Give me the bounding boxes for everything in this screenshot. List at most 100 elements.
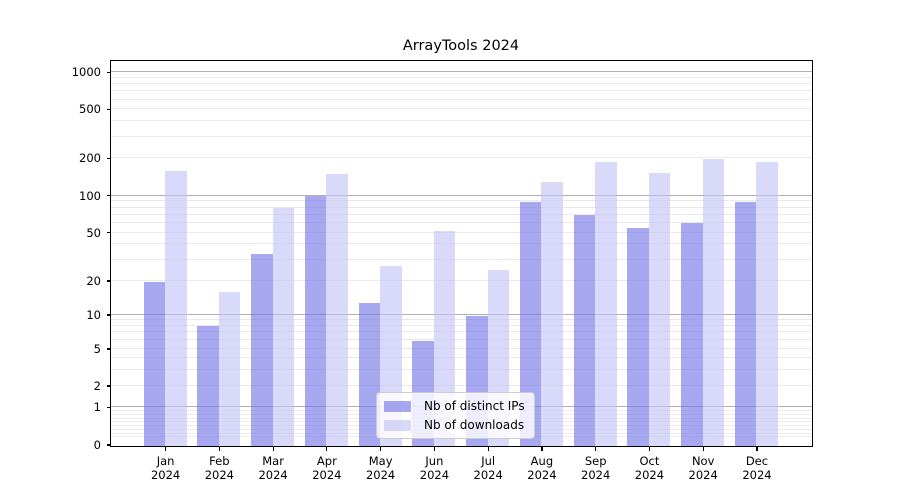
bar-downloads-aug [541, 182, 563, 446]
y-tick-label: 2 [93, 379, 101, 393]
x-tick-label-dec: Dec 2024 [742, 454, 772, 482]
gridline-minor [111, 357, 812, 358]
gridline-minor [111, 200, 812, 202]
bar-distinct-ips-oct [627, 228, 649, 446]
x-tick [165, 446, 167, 451]
x-tick [756, 446, 758, 451]
gridline-minor [111, 76, 812, 78]
chart-title: ArrayTools 2024 [402, 38, 520, 54]
y-tick-label: 1 [93, 400, 101, 415]
y-tick-label: 20 [86, 274, 101, 288]
x-tick [218, 446, 220, 451]
gridline-minor [111, 324, 812, 326]
legend-label-distinct-ips: Nb of distinct IPs [424, 398, 525, 413]
gridline-minor [111, 319, 812, 321]
gridline-minor [111, 221, 812, 223]
y-tick [106, 444, 111, 446]
y-tick [106, 232, 111, 234]
bar-distinct-ips-mar [251, 253, 273, 446]
bar-distinct-ips-jan [143, 281, 166, 446]
y-tick [106, 157, 111, 159]
gridline-minor [111, 385, 812, 386]
x-tick-label-feb: Feb 2024 [204, 454, 234, 482]
x-tick-label-may: May 2024 [365, 454, 396, 482]
x-tick [541, 446, 543, 451]
y-tick [106, 385, 111, 387]
y-tick [106, 314, 111, 316]
legend-item-downloads: Nb of downloads [384, 417, 525, 433]
x-tick [326, 446, 328, 451]
x-tick-label-jun: Jun 2024 [419, 454, 450, 482]
bar-downloads-sep [595, 161, 617, 446]
legend: Nb of distinct IPs Nb of downloads [376, 392, 535, 439]
gridline-minor [111, 135, 812, 137]
x-tick [702, 446, 704, 451]
bar-distinct-ips-aug [519, 201, 542, 446]
bar-downloads-nov [702, 158, 725, 446]
gridline-minor [111, 90, 812, 92]
x-tick-label-apr: Apr 2024 [312, 454, 342, 482]
y-tick-label: 10 [86, 308, 101, 322]
gridline-minor [111, 231, 812, 233]
gridline-minor [111, 98, 812, 100]
bar-downloads-jun [433, 231, 456, 446]
y-tick-label: 200 [79, 151, 101, 166]
x-tick [433, 446, 435, 451]
gridline-minor [111, 120, 812, 122]
legend-label-downloads: Nb of downloads [424, 417, 525, 432]
plot-area: Nb of distinct IPs Nb of downloads [110, 60, 813, 447]
gridline-minor [111, 368, 812, 370]
bar-downloads-oct [648, 172, 671, 446]
gridline-minor [111, 331, 812, 333]
bar-distinct-ips-may [358, 302, 381, 446]
bar-distinct-ips-feb [197, 326, 219, 446]
legend-swatch-distinct-ips [384, 400, 411, 412]
gridline-minor [111, 258, 812, 260]
bar-downloads-mar [272, 208, 295, 446]
x-tick-label-oct: Oct 2024 [634, 454, 665, 482]
bar-distinct-ips-dec [734, 201, 757, 446]
gridline-minor [111, 83, 812, 85]
bar-distinct-ips-sep [573, 215, 596, 446]
y-tick-label: 500 [79, 102, 101, 117]
gridline-major [111, 71, 812, 73]
bar-downloads-feb [218, 292, 241, 446]
gridline-minor [111, 213, 812, 215]
bar-downloads-dec [756, 161, 778, 446]
y-tick-label: 1000 [71, 65, 101, 80]
y-tick [106, 71, 111, 73]
gridline-minor [111, 339, 812, 341]
gridline-minor [111, 206, 812, 208]
x-tick [595, 446, 597, 451]
y-tick [106, 280, 111, 282]
bar-distinct-ips-apr [304, 196, 327, 446]
y-tick-label: 100 [79, 188, 101, 203]
bar-distinct-ips-nov [681, 223, 703, 446]
gridline-minor [111, 243, 812, 245]
y-tick-label: 5 [93, 342, 101, 356]
x-tick-label-mar: Mar 2024 [258, 454, 288, 482]
gridline-minor [111, 280, 812, 281]
x-tick-label-jul: Jul 2024 [473, 454, 503, 482]
bar-downloads-jan [165, 170, 187, 446]
gridline-minor [111, 108, 812, 110]
y-tick [106, 406, 111, 408]
gridline-major [111, 314, 812, 315]
legend-swatch-downloads [384, 419, 411, 431]
bar-downloads-apr [326, 174, 348, 446]
gridline-minor [111, 157, 812, 159]
x-tick [380, 446, 382, 451]
x-tick-label-jan: Jan 2024 [150, 454, 181, 482]
legend-item-distinct-ips: Nb of distinct IPs [384, 398, 525, 414]
x-tick [272, 446, 274, 451]
x-tick [487, 446, 489, 451]
y-tick [106, 348, 111, 350]
gridline-major [111, 194, 812, 196]
y-tick-label: 50 [86, 225, 101, 240]
x-tick-label-nov: Nov 2024 [688, 454, 718, 482]
gridline-minor [111, 348, 812, 349]
y-tick [106, 195, 111, 197]
y-tick-label: 0 [93, 438, 101, 452]
x-tick-label-sep: Sep 2024 [581, 454, 611, 482]
